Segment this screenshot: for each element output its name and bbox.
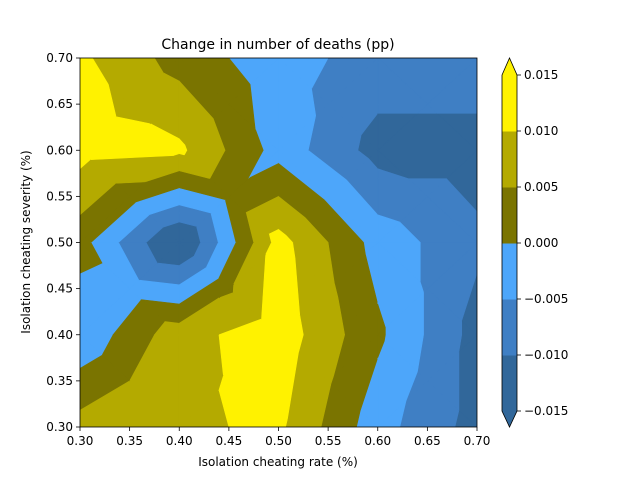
chart-title: Change in number of deaths (pp) bbox=[161, 37, 394, 53]
y-tick-label: 0.60 bbox=[46, 143, 73, 157]
colorbar-extend-min bbox=[502, 411, 517, 427]
colorbar-tick-label: −0.015 bbox=[524, 404, 568, 418]
contour-band-5 bbox=[80, 149, 91, 170]
y-tick-label: 0.55 bbox=[46, 189, 73, 203]
y-tick-label: 0.35 bbox=[46, 374, 73, 388]
x-axis: 0.30 0.35 0.40 0.45 0.50 0.55 0.60 0.65 0.70 bbox=[67, 427, 491, 448]
contour-band-5 bbox=[80, 58, 117, 151]
x-tick-label: 0.45 bbox=[216, 434, 243, 448]
y-tick-label: 0.45 bbox=[46, 282, 73, 296]
x-axis-label: Isolation cheating rate (%) bbox=[198, 455, 358, 469]
contour-band-5 bbox=[218, 375, 230, 392]
x-tick-label: 0.30 bbox=[67, 434, 94, 448]
contour-band-5 bbox=[278, 228, 287, 244]
contour-band-1 bbox=[377, 58, 428, 114]
colorbar-tick-label: −0.005 bbox=[524, 292, 568, 306]
x-tick-label: 0.60 bbox=[364, 434, 391, 448]
y-axis: 0.30 0.35 0.40 0.45 0.50 0.55 0.60 0.65 0.70 bbox=[46, 51, 80, 434]
x-tick-label: 0.35 bbox=[116, 434, 143, 448]
y-tick-label: 0.65 bbox=[46, 97, 73, 111]
contour-band-2 bbox=[377, 241, 424, 329]
contour-band-2 bbox=[278, 58, 317, 151]
colorbar-tick-label: 0.015 bbox=[524, 68, 558, 82]
y-tick-label: 0.30 bbox=[46, 420, 73, 434]
colorbar-extend-max bbox=[502, 58, 517, 75]
colorbar-tick-label: −0.010 bbox=[524, 348, 568, 362]
colorbar-tick-label: 0.010 bbox=[524, 124, 558, 138]
colorbar-tick-label: 0.005 bbox=[524, 180, 558, 194]
colorbar-band-1 bbox=[502, 299, 517, 356]
contour-band-5 bbox=[178, 137, 186, 151]
y-axis-label: Isolation cheating severity (%) bbox=[19, 150, 33, 333]
contour-band-4 bbox=[80, 380, 130, 427]
colorbar: 0.015 0.010 0.005 0.000 −0.005 −0.010 −0.015 bbox=[501, 57, 568, 428]
colorbar-tick-label: 0.000 bbox=[524, 236, 558, 250]
contour-band-1 bbox=[377, 168, 428, 223]
contour-band-5 bbox=[178, 149, 185, 156]
contour-band-3 bbox=[377, 334, 385, 358]
colorbar-band-4 bbox=[502, 131, 517, 188]
contour-band-3 bbox=[178, 278, 230, 324]
colorbar-band-3 bbox=[502, 187, 517, 244]
contour-band-4 bbox=[178, 297, 220, 336]
x-tick-label: 0.50 bbox=[265, 434, 292, 448]
x-tick-label: 0.65 bbox=[414, 434, 441, 448]
x-tick-label: 0.40 bbox=[166, 434, 193, 448]
y-tick-label: 0.70 bbox=[46, 51, 73, 65]
colorbar-band-0 bbox=[502, 355, 517, 412]
x-tick-label: 0.70 bbox=[464, 434, 491, 448]
contour-band-3 bbox=[377, 303, 386, 336]
y-tick-label: 0.50 bbox=[46, 236, 73, 250]
contour-fill bbox=[80, 58, 477, 427]
y-tick-label: 0.40 bbox=[46, 328, 73, 342]
contour-band-2 bbox=[377, 214, 401, 244]
contour-band-3 bbox=[80, 242, 103, 274]
colorbar-band-2 bbox=[502, 243, 517, 300]
contour-band-5 bbox=[278, 334, 299, 427]
colorbar-band-5 bbox=[502, 75, 517, 132]
x-tick-label: 0.55 bbox=[315, 434, 342, 448]
contour-band-5 bbox=[278, 241, 301, 336]
